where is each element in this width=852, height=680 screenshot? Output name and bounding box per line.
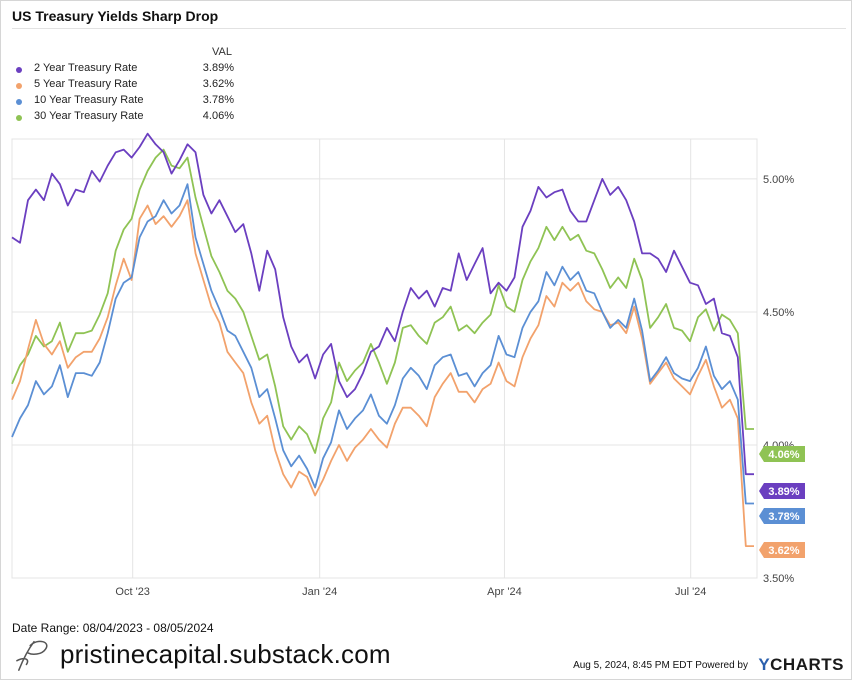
ycharts-logo[interactable]: YCHARTS [758,655,844,675]
legend-item-value: 3.62% [202,78,234,90]
legend-value-header: VAL [212,46,232,58]
legend-item-name: 10 Year Treasury Rate [34,94,144,106]
end-value-label: 3.78% [768,511,799,523]
legend-item-value: 3.78% [202,94,234,106]
legend-dot-icon [16,83,22,89]
legend-item-value: 3.89% [202,62,234,74]
legend-item-30-year[interactable]: 30 Year Treasury Rate 4.06% [14,110,244,126]
legend-item-5-year[interactable]: 5 Year Treasury Rate 3.62% [14,78,244,94]
legend-dot-icon [16,67,22,73]
timestamp-powered-by: Aug 5, 2024, 8:45 PM EDT Powered by [573,660,748,671]
legend-item-name: 5 Year Treasury Rate [34,78,138,90]
y-tick-label: 4.50% [763,307,794,319]
end-value-tag [759,508,805,524]
x-tick-label: Apr '24 [487,586,522,598]
legend-item-name: 2 Year Treasury Rate [34,62,138,74]
y-tick-label: 3.50% [763,573,794,585]
legend-dot-icon [16,115,22,121]
chart-title: US Treasury Yields Sharp Drop [12,8,219,24]
legend-dot-icon [16,99,22,105]
end-value-label: 3.62% [768,545,799,557]
series-line-2-year-treasury-rate [11,132,754,476]
x-tick-label: Oct '23 [115,586,150,598]
x-tick-label: Jan '24 [302,586,337,598]
x-tick-label: Jul '24 [675,586,706,598]
series-line-10-year-treasury-rate [11,183,754,505]
end-value-tag [759,483,805,499]
y-tick-label: 5.00% [763,174,794,186]
ycharts-logo-text: CHARTS [770,655,844,674]
series-line-5-year-treasury-rate [11,199,754,547]
title-divider [12,28,846,29]
legend-item-name: 30 Year Treasury Rate [34,110,144,122]
legend-item-2-year[interactable]: 2 Year Treasury Rate 3.89% [14,62,244,78]
ycharts-logo-y: Y [758,655,771,674]
brand-logo-icon [16,640,48,671]
end-value-tag [759,542,805,558]
end-value-tag [759,446,805,462]
series-line-30-year-treasury-rate [11,148,754,454]
brand-name[interactable]: pristinecapital.substack.com [60,639,391,669]
date-range: Date Range: 08/04/2023 - 08/05/2024 [12,621,214,635]
legend-item-10-year[interactable]: 10 Year Treasury Rate 3.78% [14,94,244,110]
legend-item-value: 4.06% [202,110,234,122]
end-value-label: 3.89% [768,486,799,498]
end-value-label: 4.06% [768,449,799,461]
